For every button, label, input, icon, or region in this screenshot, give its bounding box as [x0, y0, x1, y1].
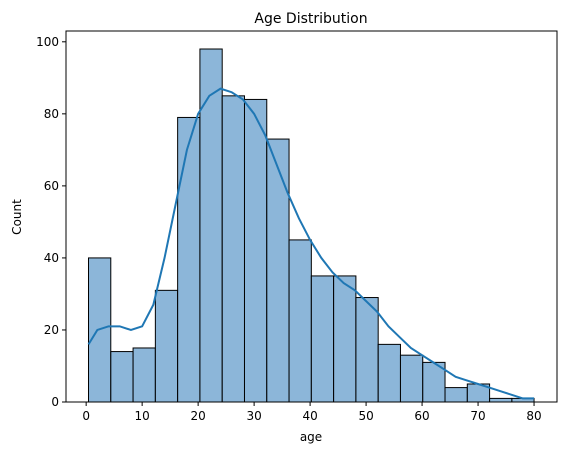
x-tick-label-4: 40: [302, 409, 317, 423]
y-axis-label: Count: [10, 199, 24, 235]
histogram-bar-7: [243, 98, 268, 403]
histogram-bar-6: [221, 95, 245, 403]
x-tick-label-8: 80: [526, 409, 541, 423]
histogram-bar-8: [266, 138, 290, 403]
histogram-bar-9: [288, 239, 312, 403]
y-tick-label-2: 40: [44, 251, 59, 265]
histogram-bar-13: [377, 343, 401, 403]
y-axis-ticks: 0 20 40 60 80 100: [36, 35, 66, 409]
y-tick-label-4: 80: [44, 107, 59, 121]
plot-frame: [65, 30, 558, 403]
x-axis-ticks: 0 10 20 30 40 50 60 70 80: [82, 402, 542, 423]
histogram-bars: [88, 48, 535, 403]
y-tick-label-5: 100: [36, 35, 59, 49]
x-tick-label-7: 70: [470, 409, 485, 423]
x-tick-label-3: 30: [246, 409, 261, 423]
y-tick-label-0: 0: [51, 395, 59, 409]
x-tick-label-0: 0: [82, 409, 90, 423]
chart-title: Age Distribution: [254, 11, 367, 27]
histogram-bar-10: [310, 275, 335, 403]
histogram-bar-3: [154, 289, 179, 403]
kde-curve: [87, 87, 535, 400]
histogram-bar-2: [132, 347, 156, 403]
x-axis-label: age: [300, 430, 322, 444]
histogram-bar-11: [333, 275, 357, 403]
histogram-bar-1: [110, 351, 134, 403]
y-tick-label-1: 20: [44, 323, 59, 337]
histogram-bar-12: [355, 297, 379, 403]
histogram-bar-5: [199, 48, 223, 403]
y-tick-label-3: 60: [44, 179, 59, 193]
histogram-bar-16: [444, 387, 468, 403]
histogram-bar-18: [489, 397, 513, 403]
x-tick-label-5: 50: [358, 409, 373, 423]
x-tick-label-2: 20: [190, 409, 205, 423]
x-tick-label-6: 60: [414, 409, 429, 423]
histogram-bar-4: [177, 116, 201, 403]
histogram-bar-14: [399, 354, 424, 403]
x-tick-label-1: 10: [135, 409, 150, 423]
